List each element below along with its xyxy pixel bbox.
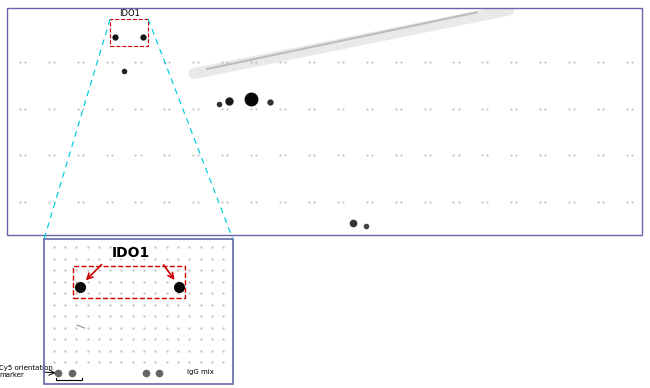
Bar <box>73 265 185 298</box>
Text: IgG mix: IgG mix <box>187 369 214 375</box>
Text: Cy5 orientation
marker: Cy5 orientation marker <box>0 365 53 378</box>
Bar <box>110 19 148 46</box>
Text: IDO1: IDO1 <box>119 9 140 18</box>
Text: IDO1: IDO1 <box>112 246 150 260</box>
